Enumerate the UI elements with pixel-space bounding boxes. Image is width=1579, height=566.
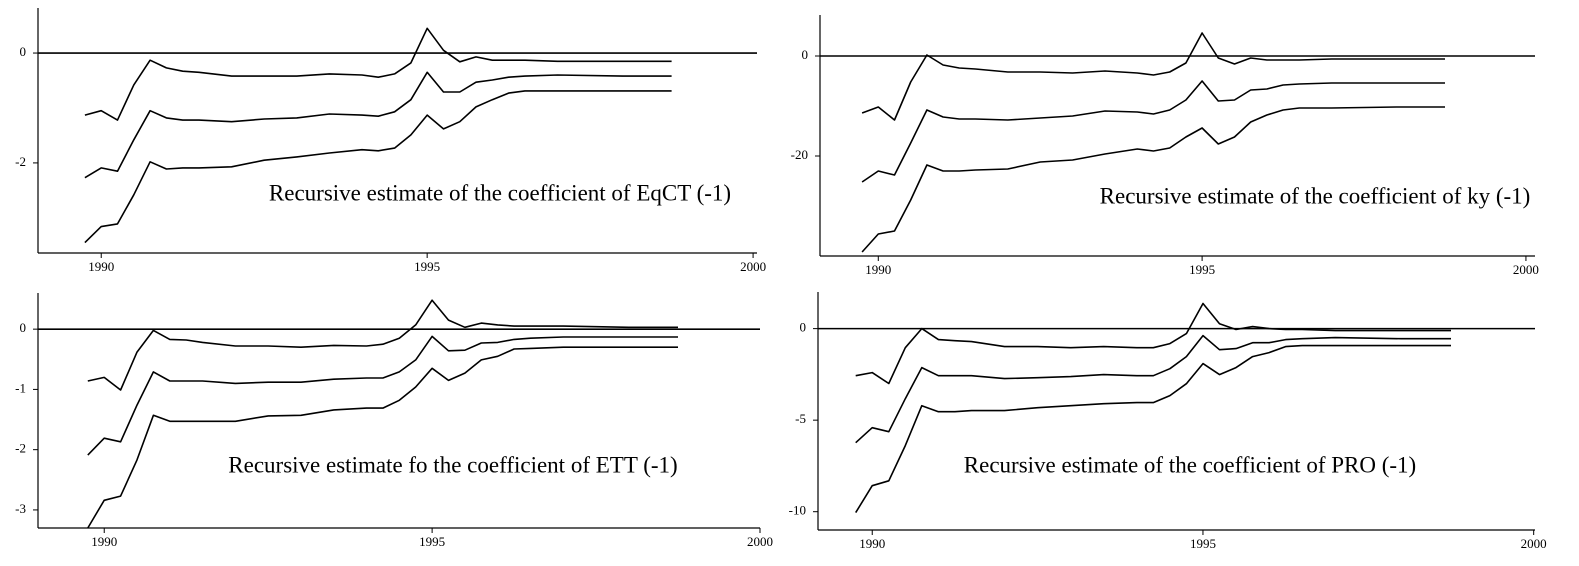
annotation: Recursive estimate fo the coefficient of… [228, 452, 677, 477]
x-tick-label: 2000 [747, 534, 773, 549]
series-line [87, 335, 678, 456]
x-tick-label: 1995 [1190, 536, 1216, 551]
series-line [87, 299, 678, 391]
y-tick-label: 0 [802, 47, 809, 62]
y-tick-label: -2 [15, 154, 26, 169]
series-line [861, 106, 1445, 253]
x-tick-label: 1995 [419, 534, 445, 549]
series-line [861, 80, 1445, 183]
annotation: Recursive estimate of the coefficient of… [964, 452, 1416, 477]
x-tick-label: 2000 [1513, 262, 1539, 277]
y-tick-label: 0 [800, 320, 807, 335]
y-tick-label: -3 [15, 501, 26, 516]
x-tick-label: 1990 [91, 534, 117, 549]
series-line [855, 302, 1451, 385]
y-tick-label: 0 [20, 44, 27, 59]
x-tick-label: 2000 [740, 259, 766, 274]
y-tick-label: -1 [15, 380, 26, 395]
x-tick-label: 1995 [414, 259, 440, 274]
annotation: Recursive estimate of the coefficient of… [1100, 183, 1531, 208]
annotation: Recursive estimate of the coefficient of… [269, 180, 731, 205]
y-tick-label: -5 [795, 411, 806, 426]
series-line [855, 344, 1451, 514]
x-tick-label: 1990 [865, 262, 891, 277]
y-tick-label: -10 [789, 503, 806, 518]
x-tick-label: 1990 [859, 536, 885, 551]
x-tick-label: 1990 [88, 259, 114, 274]
series-line [84, 71, 672, 179]
x-tick-label: 1995 [1189, 262, 1215, 277]
series-line [84, 90, 672, 244]
y-tick-label: -20 [791, 147, 808, 162]
series-line [87, 346, 678, 529]
series-line [84, 27, 672, 121]
series-line [855, 334, 1451, 444]
x-tick-label: 2000 [1521, 536, 1547, 551]
y-tick-label: -2 [15, 441, 26, 456]
series-line [861, 32, 1445, 121]
y-tick-label: 0 [20, 320, 27, 335]
